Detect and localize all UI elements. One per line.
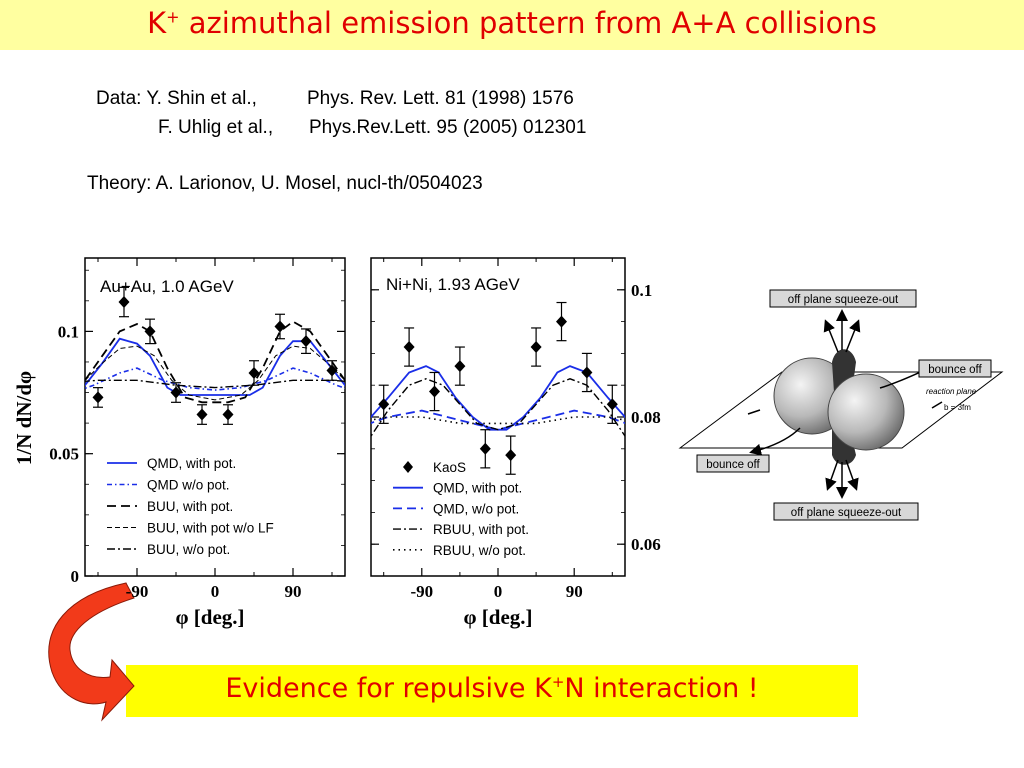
data-point	[606, 384, 618, 424]
data-point	[196, 404, 208, 425]
legend-label: RBUU, with pot.	[433, 522, 529, 537]
series-line-4	[85, 345, 345, 401]
legend-label: QMD, with pot.	[433, 481, 522, 496]
y-tick-label: 0.05	[49, 445, 79, 464]
panel-label: Au+Au, 1.0 AGeV	[100, 277, 234, 296]
label-box-bounce-right	[918, 359, 992, 378]
data-point	[454, 346, 466, 386]
data-ref-label: Data: Y. Shin et al.,	[96, 88, 257, 109]
page-title: K+ azimuthal emission pattern from A+A c…	[147, 6, 877, 40]
data-point	[300, 328, 312, 354]
x-tick-label: 90	[285, 582, 302, 601]
data-point	[118, 286, 130, 318]
label-box-top	[769, 289, 917, 308]
series-line-1	[85, 337, 345, 396]
data-point	[353, 392, 364, 430]
y-tick-label: 0	[71, 567, 80, 586]
label-box-bottom	[773, 502, 919, 521]
series-line-2	[371, 409, 625, 431]
reaction-plane-diagram: off plane squeeze-out bounce off bounce …	[678, 289, 1004, 521]
data-point	[479, 429, 491, 469]
data-point	[222, 404, 234, 425]
data-point	[248, 360, 260, 386]
reaction-plane	[678, 371, 1004, 449]
data-point	[403, 327, 415, 367]
y-axis-label: 1/N dN/dφ	[12, 371, 36, 465]
label-bounce-left: bounce off	[706, 459, 760, 471]
panel-label: Ni+Ni, 1.93 AGeV	[386, 275, 520, 294]
theory-ref: Theory: A. Larionov, U. Mosel, nucl-th/0…	[87, 173, 483, 194]
y-tick-label: 0.1	[631, 281, 652, 300]
legend-label: BUU, w/o pot.	[147, 542, 230, 557]
x-tick-label: 0	[211, 582, 220, 601]
data-point	[429, 371, 440, 412]
data-point	[505, 435, 517, 475]
legend-label: QMD w/o pot.	[147, 478, 230, 493]
nucleus-right	[827, 373, 905, 451]
evidence-text: Evidence for repulsive K+N interaction !	[225, 673, 759, 704]
series-line-5	[85, 379, 345, 389]
series-line-4	[371, 416, 625, 425]
red-curved-arrow	[48, 582, 135, 722]
legend-marker	[403, 461, 413, 473]
data-point	[353, 437, 364, 461]
series-line-2	[85, 367, 345, 391]
x-axis-label: φ [deg.]	[175, 605, 244, 629]
x-tick-label: -90	[126, 582, 149, 601]
data-point	[581, 352, 593, 393]
data-point	[326, 360, 338, 381]
legend-label: BUU, with pot w/o LF	[147, 521, 274, 536]
x-tick-label: 0	[494, 582, 503, 601]
y-tick-label: 0.08	[631, 408, 661, 427]
data-ref-author-2: F. Uhlig et al.,	[158, 117, 274, 138]
data-ref-1: Phys. Rev. Lett. 81 (1998) 1576	[307, 88, 574, 109]
data-point	[92, 387, 104, 408]
series-line-3	[85, 320, 345, 404]
y-tick-label: 0.06	[631, 535, 661, 554]
data-point	[144, 318, 156, 345]
x-tick-label: 90	[566, 582, 583, 601]
data-point	[530, 327, 542, 367]
data-ref-2: Phys.Rev.Lett. 95 (2005) 012301	[309, 117, 587, 138]
y-tick-label: 0.1	[58, 322, 79, 341]
data-point	[556, 301, 567, 342]
series-line-3	[371, 378, 625, 438]
series-line-1	[371, 365, 625, 431]
legend-label: QMD, w/o pot.	[433, 501, 519, 516]
label-box-bounce-left	[696, 454, 770, 473]
label-impact-parameter: b = 3fm	[944, 403, 971, 412]
legend-label: QMD, with pot.	[147, 456, 236, 471]
evidence-box	[126, 665, 858, 717]
legend-label: KaoS	[433, 460, 466, 475]
data-point	[170, 382, 182, 403]
emission-arrows	[747, 309, 943, 499]
label-squeeze-top: off plane squeeze-out	[788, 294, 899, 306]
legend-label: RBUU, w/o pot.	[433, 543, 526, 558]
chart-panel-nini: -90 0 90 0.06 0.08 0.1 Ni+Ni, 1.93 AGeV φ [de…	[353, 257, 661, 629]
title-banner	[0, 0, 1024, 50]
data-point	[67, 400, 78, 420]
label-bounce-right: bounce off	[928, 364, 982, 376]
data-point	[274, 313, 286, 340]
legend-label: BUU, with pot.	[147, 499, 233, 514]
label-squeeze-bottom: off plane squeeze-out	[791, 507, 902, 519]
x-axis-label: φ [deg.]	[463, 605, 532, 629]
label-reaction-plane: reaction plane	[926, 387, 977, 396]
data-point	[378, 384, 390, 424]
x-tick-label: -90	[410, 582, 433, 601]
